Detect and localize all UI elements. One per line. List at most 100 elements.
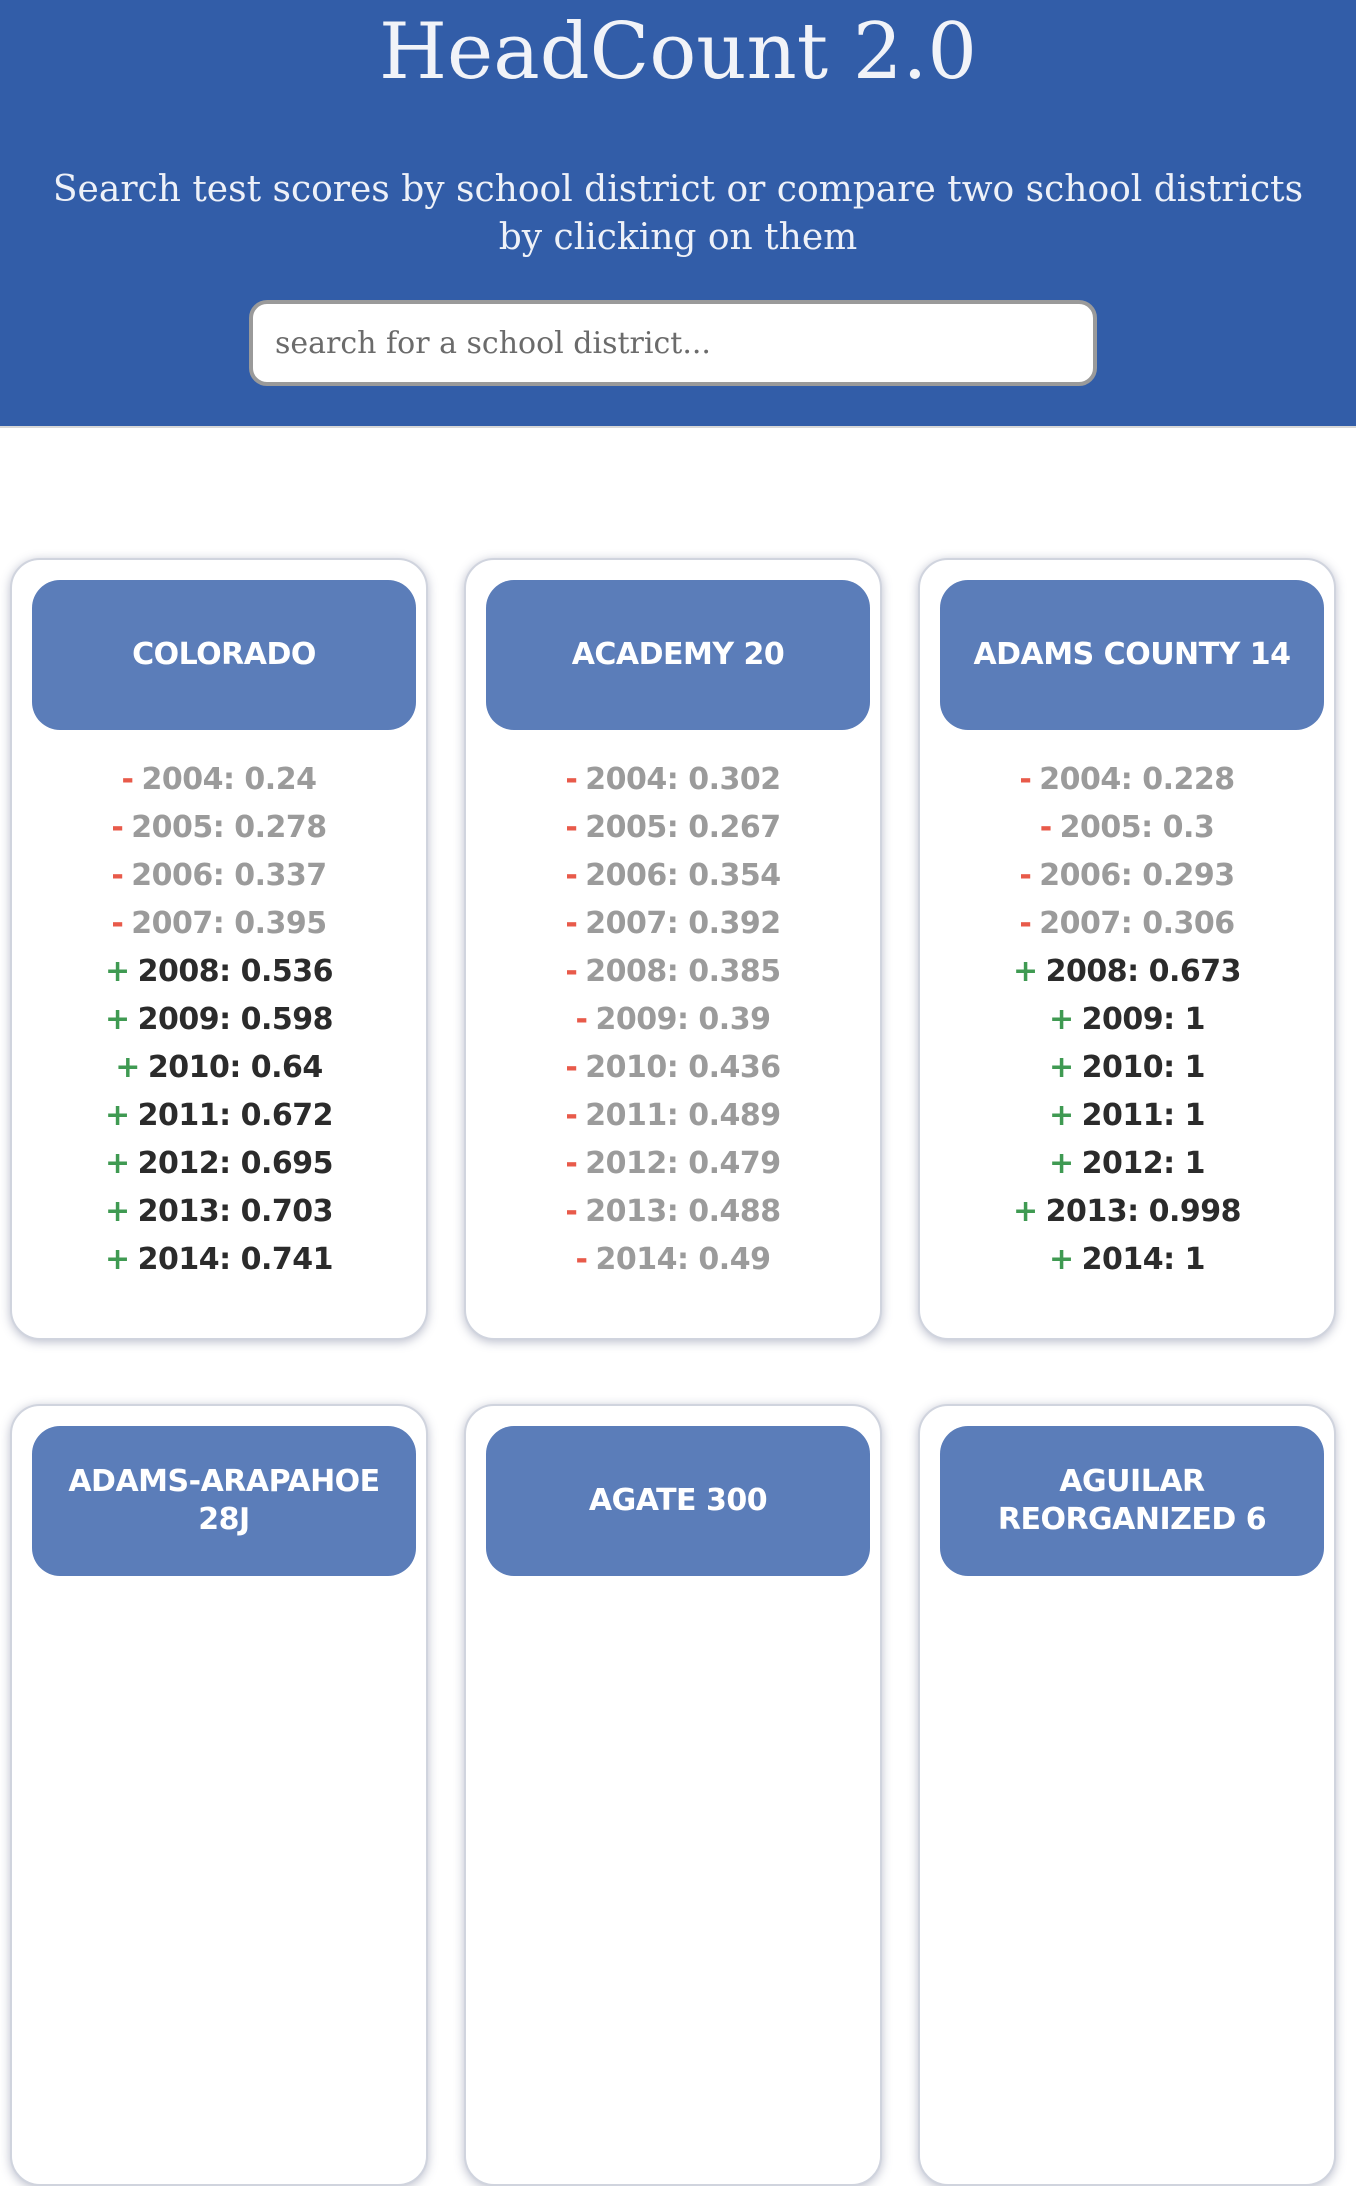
score-value: 2006: 0.337 — [131, 858, 327, 893]
district-card-agate-300[interactable]: AGATE 300 — [464, 1404, 882, 2186]
score-value: 2014: 0.49 — [595, 1242, 771, 1277]
above-average-indicator: + — [105, 954, 130, 989]
score-row: +2014: 0.741 — [12, 1236, 426, 1284]
score-value: 2011: 0.489 — [585, 1098, 781, 1133]
district-card-colorado[interactable]: COLORADO -2004: 0.24-2005: 0.278-2006: 0… — [10, 558, 428, 1340]
below-average-indicator: - — [565, 906, 578, 941]
score-row: -2004: 0.302 — [466, 756, 880, 804]
below-average-indicator: - — [111, 810, 124, 845]
score-value: 2004: 0.24 — [141, 762, 317, 797]
score-value: 2006: 0.293 — [1039, 858, 1235, 893]
score-value: 2007: 0.395 — [131, 906, 327, 941]
district-card-header[interactable]: ADAMS-ARAPAHOE 28J — [32, 1426, 416, 1576]
above-average-indicator: + — [1013, 954, 1038, 989]
above-average-indicator: + — [1049, 1098, 1074, 1133]
score-value: 2010: 1 — [1081, 1050, 1206, 1085]
score-row: -2013: 0.488 — [466, 1188, 880, 1236]
score-list: -2004: 0.24-2005: 0.278-2006: 0.337-2007… — [12, 756, 426, 1284]
score-row: +2011: 0.672 — [12, 1092, 426, 1140]
score-row: +2014: 1 — [920, 1236, 1334, 1284]
below-average-indicator: - — [111, 906, 124, 941]
below-average-indicator: - — [565, 810, 578, 845]
district-name: ACADEMY 20 — [571, 637, 785, 672]
above-average-indicator: + — [105, 1002, 130, 1037]
score-value: 2004: 0.228 — [1039, 762, 1235, 797]
score-value: 2005: 0.267 — [585, 810, 781, 845]
score-row: -2006: 0.337 — [12, 852, 426, 900]
app-title: HeadCount 2.0 — [379, 7, 977, 97]
below-average-indicator: - — [565, 762, 578, 797]
score-value: 2008: 0.673 — [1045, 954, 1242, 989]
score-value: 2012: 1 — [1081, 1146, 1206, 1181]
district-card-header[interactable]: AGATE 300 — [486, 1426, 870, 1576]
score-value: 2004: 0.302 — [585, 762, 781, 797]
score-value: 2011: 1 — [1081, 1098, 1206, 1133]
score-row: -2008: 0.385 — [466, 948, 880, 996]
search-input[interactable] — [249, 300, 1097, 386]
score-row: -2004: 0.228 — [920, 756, 1334, 804]
above-average-indicator: + — [1049, 1146, 1074, 1181]
score-value: 2007: 0.306 — [1039, 906, 1235, 941]
above-average-indicator: + — [105, 1098, 130, 1133]
district-card-header[interactable]: ADAMS COUNTY 14 — [940, 580, 1324, 730]
district-name: AGATE 300 — [588, 1483, 768, 1518]
score-row: +2012: 0.695 — [12, 1140, 426, 1188]
score-value: 2013: 0.703 — [137, 1194, 334, 1229]
score-row: -2006: 0.293 — [920, 852, 1334, 900]
score-row: +2011: 1 — [920, 1092, 1334, 1140]
district-card-adams-county-14[interactable]: ADAMS COUNTY 14 -2004: 0.228-2005: 0.3-2… — [918, 558, 1336, 1340]
district-card-aguilar-reorganized-6[interactable]: AGUILAR REORGANIZED 6 — [918, 1404, 1336, 2186]
score-row: +2010: 1 — [920, 1044, 1334, 1092]
district-name: AGUILAR REORGANIZED 6 — [997, 1464, 1267, 1537]
above-average-indicator: + — [105, 1194, 130, 1229]
below-average-indicator: - — [1019, 906, 1032, 941]
score-value: 2005: 0.3 — [1059, 810, 1215, 845]
below-average-indicator: - — [565, 1098, 578, 1133]
score-value: 2006: 0.354 — [585, 858, 781, 893]
district-card-academy-20[interactable]: ACADEMY 20 -2004: 0.302-2005: 0.267-2006… — [464, 558, 882, 1340]
district-card-header[interactable]: ACADEMY 20 — [486, 580, 870, 730]
below-average-indicator: - — [111, 858, 124, 893]
score-row: -2011: 0.489 — [466, 1092, 880, 1140]
score-value: 2012: 0.479 — [585, 1146, 781, 1181]
score-list: -2004: 0.302-2005: 0.267-2006: 0.354-200… — [466, 756, 880, 1284]
below-average-indicator: - — [575, 1002, 588, 1037]
score-value: 2005: 0.278 — [131, 810, 327, 845]
below-average-indicator: - — [565, 1146, 578, 1181]
score-row: -2009: 0.39 — [466, 996, 880, 1044]
score-value: 2008: 0.385 — [585, 954, 781, 989]
district-card-header[interactable]: COLORADO — [32, 580, 416, 730]
district-name: COLORADO — [132, 637, 316, 672]
below-average-indicator: - — [565, 1050, 578, 1085]
score-list: -2004: 0.228-2005: 0.3-2006: 0.293-2007:… — [920, 756, 1334, 1284]
below-average-indicator: - — [565, 858, 578, 893]
score-value: 2009: 0.39 — [595, 1002, 771, 1037]
score-row: -2007: 0.392 — [466, 900, 880, 948]
page-subtitle: Search test scores by school district or… — [52, 169, 1304, 258]
score-row: +2008: 0.673 — [920, 948, 1334, 996]
score-row: +2010: 0.64 — [12, 1044, 426, 1092]
above-average-indicator: + — [1049, 1002, 1074, 1037]
score-row: +2013: 0.703 — [12, 1188, 426, 1236]
score-row: -2010: 0.436 — [466, 1044, 880, 1092]
score-value: 2010: 0.436 — [585, 1050, 781, 1085]
score-row: -2007: 0.306 — [920, 900, 1334, 948]
district-card-adams-arapahoe-28j[interactable]: ADAMS-ARAPAHOE 28J — [10, 1404, 428, 2186]
score-row: +2008: 0.536 — [12, 948, 426, 996]
score-value: 2014: 0.741 — [137, 1242, 334, 1277]
above-average-indicator: + — [105, 1146, 130, 1181]
district-card-header[interactable]: AGUILAR REORGANIZED 6 — [940, 1426, 1324, 1576]
score-value: 2013: 0.998 — [1045, 1194, 1242, 1229]
score-value: 2007: 0.392 — [585, 906, 781, 941]
score-row: -2004: 0.24 — [12, 756, 426, 804]
score-value: 2013: 0.488 — [585, 1194, 781, 1229]
below-average-indicator: - — [1019, 858, 1032, 893]
score-value: 2011: 0.672 — [137, 1098, 334, 1133]
page-header: HeadCount 2.0 Search test scores by scho… — [0, 0, 1356, 428]
score-row: -2007: 0.395 — [12, 900, 426, 948]
score-value: 2010: 0.64 — [147, 1050, 323, 1085]
above-average-indicator: + — [115, 1050, 140, 1085]
above-average-indicator: + — [1049, 1050, 1074, 1085]
score-value: 2014: 1 — [1081, 1242, 1206, 1277]
district-name: ADAMS-ARAPAHOE 28J — [68, 1464, 380, 1537]
